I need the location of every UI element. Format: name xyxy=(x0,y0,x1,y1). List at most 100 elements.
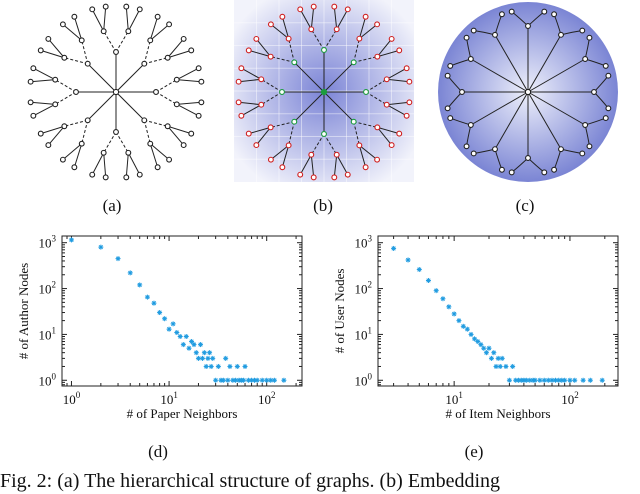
tree-node xyxy=(374,124,381,131)
leaf-node xyxy=(238,65,245,72)
leaf-node xyxy=(541,169,548,176)
tree-edge xyxy=(353,121,360,146)
data-point xyxy=(497,363,503,369)
tree-edge xyxy=(81,40,89,64)
tree-edge xyxy=(47,38,65,59)
disk-node xyxy=(525,155,531,161)
tree-node xyxy=(141,60,148,67)
tree-edge xyxy=(386,101,410,106)
leaf-node xyxy=(154,13,161,20)
x-axis-label: # of Item Neighbors xyxy=(445,406,550,421)
tree-edge xyxy=(353,121,378,128)
leaf-node xyxy=(406,99,413,106)
tree-edge xyxy=(115,131,129,154)
leaf-node xyxy=(45,35,52,42)
y-tick-label: 101 xyxy=(355,325,373,342)
leaf-node xyxy=(498,11,505,18)
tree-edge xyxy=(149,16,159,41)
tree-node xyxy=(52,76,59,83)
data-point xyxy=(215,363,221,369)
disk-node xyxy=(525,23,531,29)
tree-node xyxy=(321,47,327,53)
tree-edge xyxy=(358,16,367,39)
tree-edge xyxy=(40,125,65,135)
disk-edge xyxy=(494,91,529,150)
tree-node xyxy=(61,123,68,130)
disk-node xyxy=(582,56,589,62)
tree-node xyxy=(84,117,91,124)
disk-edge xyxy=(470,91,529,126)
tree-edge xyxy=(91,152,105,175)
figure-caption: Fig. 2: (a) The hierarchical structure o… xyxy=(0,470,501,492)
leaf-node xyxy=(45,142,52,149)
tree-edge xyxy=(115,63,145,93)
data-point xyxy=(599,377,605,383)
data-point xyxy=(416,267,422,273)
tree-node xyxy=(100,28,107,35)
panel-a-label: (a) xyxy=(102,196,122,215)
tree-edge xyxy=(54,91,77,105)
leaf-node xyxy=(406,78,413,85)
leaf-node xyxy=(198,78,205,85)
tree-edge xyxy=(115,30,129,53)
tree-node xyxy=(78,37,85,44)
tree-node xyxy=(374,53,381,60)
data-point xyxy=(198,342,204,348)
tree-node xyxy=(308,26,315,33)
y-tick-label: 100 xyxy=(39,371,57,388)
leaf-node xyxy=(508,169,515,176)
leaf-node xyxy=(344,171,351,178)
tree-edge xyxy=(323,29,338,51)
tree-node xyxy=(350,59,357,66)
leaf-node xyxy=(136,6,143,13)
disk-edge xyxy=(494,34,529,93)
data-point xyxy=(440,296,446,302)
data-point xyxy=(264,377,270,383)
leaf-node xyxy=(447,62,454,69)
tree-edge xyxy=(288,38,295,63)
tree-edge xyxy=(64,119,88,127)
data-point xyxy=(170,321,176,327)
data-point xyxy=(137,282,143,288)
tree-edge xyxy=(149,143,159,168)
leaf-node xyxy=(245,130,252,137)
leaf-node xyxy=(27,78,34,85)
data-point xyxy=(478,342,484,348)
scatter-chart-d: 100 101 102 100 101 102 103 # of Paper Neighbor… xyxy=(16,234,303,421)
tree-edge xyxy=(73,143,83,168)
leaf-node xyxy=(444,105,451,112)
disk-edge xyxy=(470,58,529,93)
leaf-node xyxy=(579,150,586,157)
tree-edge xyxy=(176,79,202,83)
tree-edge xyxy=(143,120,151,144)
data-point xyxy=(506,377,512,383)
tree-edge xyxy=(87,63,117,93)
data-point xyxy=(446,304,452,310)
data-point xyxy=(562,377,568,383)
leaf-node xyxy=(297,171,304,178)
tree-edge xyxy=(115,91,145,121)
tree-edge xyxy=(125,6,129,32)
leaf-node xyxy=(344,6,351,13)
tree-edge xyxy=(167,49,192,59)
tree-edge xyxy=(386,67,407,80)
tree-edge xyxy=(149,23,170,41)
leaf-node xyxy=(310,174,317,181)
panel-c-label: (c) xyxy=(515,196,535,215)
data-point xyxy=(523,377,529,383)
disk-edge xyxy=(527,58,586,93)
tree-node xyxy=(363,89,369,95)
leaf-node xyxy=(188,130,195,137)
y-axis-label: # of Author Nodes xyxy=(16,263,31,359)
tree-edge xyxy=(176,67,199,81)
tree-edge xyxy=(125,152,129,178)
scatter-chart-e: 101 102 100 101 102 103 # of Item Neighbors # o… xyxy=(332,234,619,421)
tree-node xyxy=(333,151,340,158)
data-point xyxy=(191,342,197,348)
disk-edge xyxy=(527,91,586,126)
tree-edge xyxy=(310,133,325,155)
tree-node xyxy=(61,54,68,61)
tree-edge xyxy=(336,154,349,175)
tree-edge xyxy=(293,91,325,123)
tree-edge xyxy=(377,126,400,135)
